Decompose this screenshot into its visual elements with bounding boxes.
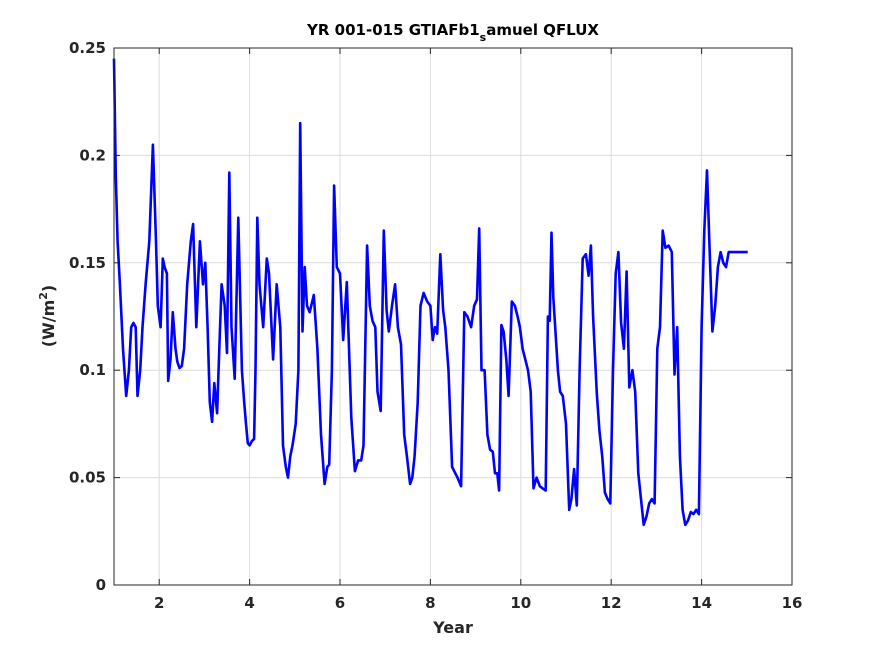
y-tick-label: 0.1	[79, 361, 106, 379]
x-axis-label: Year	[432, 618, 473, 637]
x-tick-labels: 2 4 6 8 10 12 14 16	[154, 594, 802, 612]
chart-title: YR 001-015 GTIAFb1samuel QFLUX	[306, 21, 599, 44]
plot-background	[114, 48, 792, 585]
series-line	[112, 58, 748, 527]
y-tick-label: 0.25	[69, 39, 106, 57]
x-tick-label: 8	[425, 594, 435, 612]
y-axis-label: (W/m2)	[37, 285, 58, 347]
x-tick-label: 2	[154, 594, 164, 612]
x-tick-label: 12	[601, 594, 622, 612]
y-tick-labels: 0 0.05 0.1 0.15 0.2 0.25	[69, 39, 106, 594]
grid	[114, 48, 792, 585]
y-tick-label: 0.15	[69, 254, 106, 272]
y-tick-label: 0.2	[79, 146, 106, 164]
x-tick-label: 16	[782, 594, 803, 612]
x-tick-label: 4	[244, 594, 254, 612]
x-tick-label: 10	[510, 594, 531, 612]
y-tick-label: 0	[96, 576, 106, 594]
x-tick-label: 14	[691, 594, 712, 612]
x-tick-label: 6	[335, 594, 345, 612]
axes-box	[113, 47, 793, 586]
y-tick-label: 0.05	[69, 469, 106, 487]
